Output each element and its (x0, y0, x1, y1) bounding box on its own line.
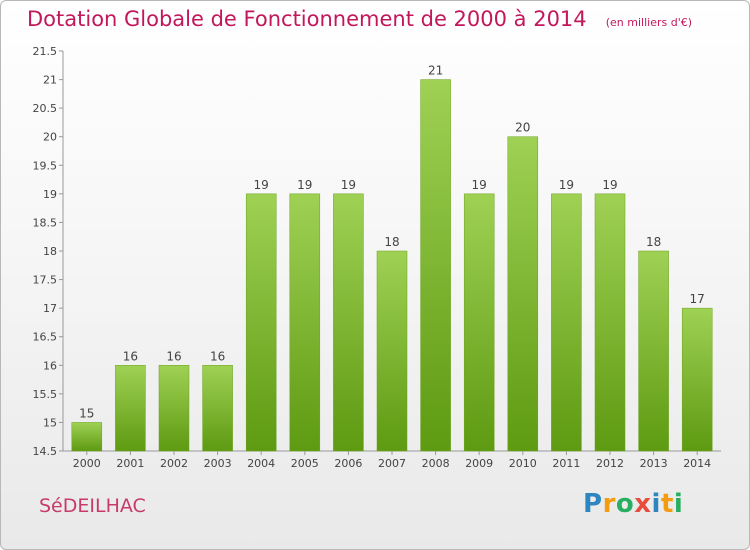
x-tick-label-2006: 2006 (334, 457, 362, 470)
bar-2001 (115, 365, 146, 452)
commune-name: SéDEILHAC (39, 495, 146, 517)
y-tick-label: 21.5 (33, 45, 58, 58)
y-tick-label: 20 (43, 131, 57, 144)
chart-subtitle: (en milliers d'€) (605, 16, 693, 29)
y-tick-label: 17.5 (33, 274, 58, 287)
data-label-2003: 16 (210, 349, 225, 363)
bar-2000 (71, 422, 103, 452)
data-label-2006: 19 (341, 178, 356, 192)
chart-title: Dotation Globale de Fonctionnement de 20… (27, 7, 587, 31)
logo-letter: P (583, 489, 603, 519)
x-tick-label-2011: 2011 (552, 457, 580, 470)
logo-letter: t (660, 489, 674, 519)
x-tick-label-2001: 2001 (116, 457, 144, 470)
logo-letter: i (673, 489, 684, 519)
x-tick-label-2009: 2009 (465, 457, 493, 470)
y-tick-label: 16.5 (33, 331, 58, 344)
proxiti-logo: Proxiti (583, 489, 683, 519)
data-label-2008: 21 (428, 64, 443, 78)
bar-2005 (289, 193, 321, 452)
bar-2004 (245, 193, 277, 452)
y-tick-label: 15 (43, 416, 57, 429)
x-tick-label-2002: 2002 (160, 457, 188, 470)
y-tick-label: 21 (43, 74, 57, 87)
x-tick-label-2013: 2013 (640, 457, 668, 470)
data-label-2002: 16 (166, 349, 181, 363)
x-tick-label-2005: 2005 (291, 457, 319, 470)
chart-title-block: Dotation Globale de Fonctionnement de 20… (27, 7, 692, 31)
x-tick-label-2012: 2012 (596, 457, 624, 470)
data-label-2013: 18 (646, 235, 661, 249)
data-label-2005: 19 (297, 178, 312, 192)
bar-2009 (463, 193, 495, 452)
x-tick-label-2000: 2000 (73, 457, 101, 470)
x-tick-label-2004: 2004 (247, 457, 275, 470)
y-tick-label: 18.5 (33, 216, 58, 229)
x-tick-label-2003: 2003 (204, 457, 232, 470)
y-tick-label: 14.5 (33, 445, 58, 458)
y-tick-label: 19 (43, 188, 57, 201)
bar-2002 (158, 365, 190, 452)
data-label-2009: 19 (472, 178, 487, 192)
logo-letter: x (634, 489, 652, 519)
bar-2003 (202, 365, 233, 452)
data-label-2000: 15 (79, 406, 94, 420)
data-label-2011: 19 (559, 178, 574, 192)
logo-letter: r (602, 489, 616, 519)
data-label-2004: 19 (254, 178, 269, 192)
y-tick-label: 17 (43, 302, 57, 315)
y-tick-label: 16 (43, 359, 57, 372)
x-tick-label-2008: 2008 (422, 457, 450, 470)
bar-2007 (376, 250, 408, 452)
bar-2011 (551, 193, 582, 452)
logo-letter: i (651, 489, 661, 519)
bar-2012 (594, 193, 626, 452)
data-label-2007: 18 (384, 235, 399, 249)
y-tick-label: 18 (43, 245, 57, 258)
bar-2006 (333, 193, 364, 452)
logo-letter: o (615, 489, 635, 519)
y-tick-label: 19.5 (33, 159, 58, 172)
data-label-2001: 16 (123, 349, 138, 363)
data-label-2010: 20 (515, 121, 530, 135)
data-label-2012: 19 (602, 178, 617, 192)
x-tick-label-2007: 2007 (378, 457, 406, 470)
x-tick-label-2014: 2014 (683, 457, 711, 470)
data-label-2014: 17 (690, 292, 705, 306)
bar-2014 (681, 307, 713, 452)
bar-2013 (638, 250, 669, 452)
bar-2008 (420, 79, 451, 452)
y-tick-label: 20.5 (33, 102, 58, 115)
y-tick-label: 15.5 (33, 388, 58, 401)
x-tick-label-2010: 2010 (509, 457, 537, 470)
bar-2010 (507, 136, 539, 452)
